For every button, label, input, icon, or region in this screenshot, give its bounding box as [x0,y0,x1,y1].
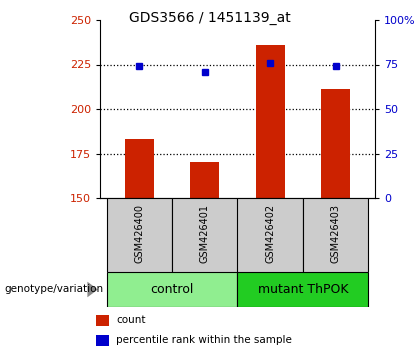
Bar [172,198,237,272]
Bar [321,90,350,198]
Bar [190,162,220,198]
Text: count: count [116,315,145,325]
Text: GDS3566 / 1451139_at: GDS3566 / 1451139_at [129,11,291,25]
Bar [125,139,154,198]
Bar [96,315,109,326]
Text: percentile rank within the sample: percentile rank within the sample [116,335,292,346]
Bar [237,198,303,272]
Text: GSM426402: GSM426402 [265,204,275,263]
Text: GSM426400: GSM426400 [134,204,144,263]
Text: GSM426401: GSM426401 [200,204,210,263]
Bar [107,272,237,307]
Text: GSM426403: GSM426403 [331,204,341,263]
Bar [96,335,109,346]
Bar [303,198,368,272]
Bar [237,272,368,307]
Bar [107,198,172,272]
Text: genotype/variation: genotype/variation [4,285,103,295]
Text: mutant ThPOK: mutant ThPOK [258,283,348,296]
Text: control: control [150,283,194,296]
Bar [255,45,285,198]
